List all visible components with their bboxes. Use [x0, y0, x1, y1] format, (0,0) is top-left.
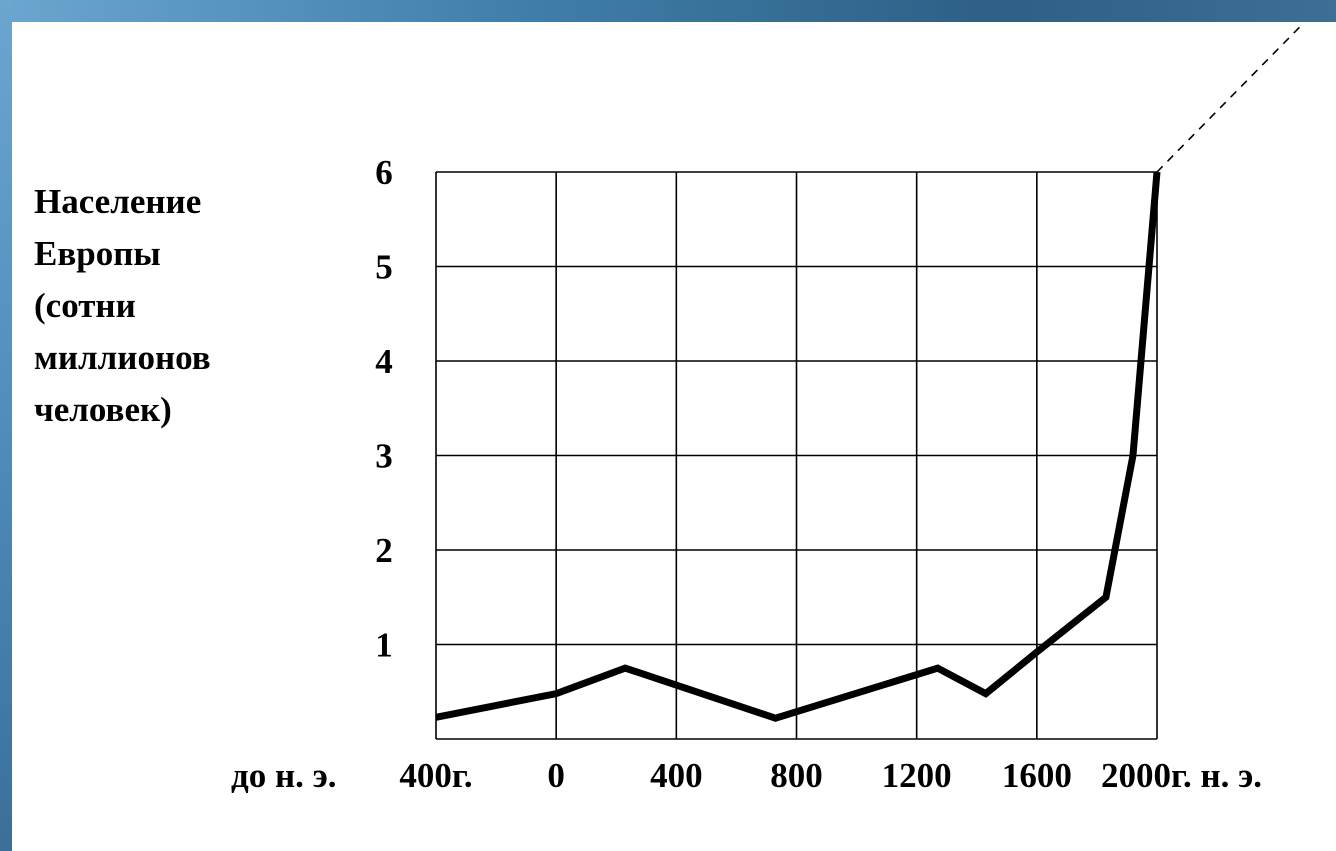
window-top-frame [0, 0, 1336, 22]
window-left-frame [0, 0, 12, 851]
grid-lines [435, 171, 1158, 740]
y-axis-title-line-5: человек) [34, 390, 172, 429]
population-series-line [435, 171, 1161, 722]
y-axis-title-line-1: Население [34, 182, 202, 221]
x-tick-label: 800 [770, 756, 823, 795]
x-tick-label: 1200 [882, 756, 952, 795]
x-tick-label: 0 [547, 756, 565, 795]
y-axis-title-line-3: (сотни [34, 286, 136, 325]
y-tick-label: 1 [375, 626, 393, 665]
y-tick-label: 5 [375, 248, 393, 287]
slide-area [12, 22, 1336, 851]
y-axis-title: Население Европы (сотни миллионов челове… [34, 176, 274, 436]
y-tick-label: 6 [375, 153, 393, 192]
y-tick-label: 4 [375, 342, 393, 381]
y-tick-label: 3 [375, 437, 393, 476]
x-tick-label: 400 [650, 756, 703, 795]
y-axis-title-line-2: Европы [34, 234, 161, 273]
x-axis-prefix-label: до н. э. [231, 756, 337, 795]
x-tick-label: 400г. [399, 756, 472, 795]
x-tick-label: 2000г. н. э. [1101, 756, 1262, 795]
y-tick-label: 2 [375, 531, 393, 570]
x-tick-label: 1600 [1002, 756, 1072, 795]
y-axis-title-line-4: миллионов [34, 338, 211, 377]
extrapolation-line [1156, 24, 1302, 173]
